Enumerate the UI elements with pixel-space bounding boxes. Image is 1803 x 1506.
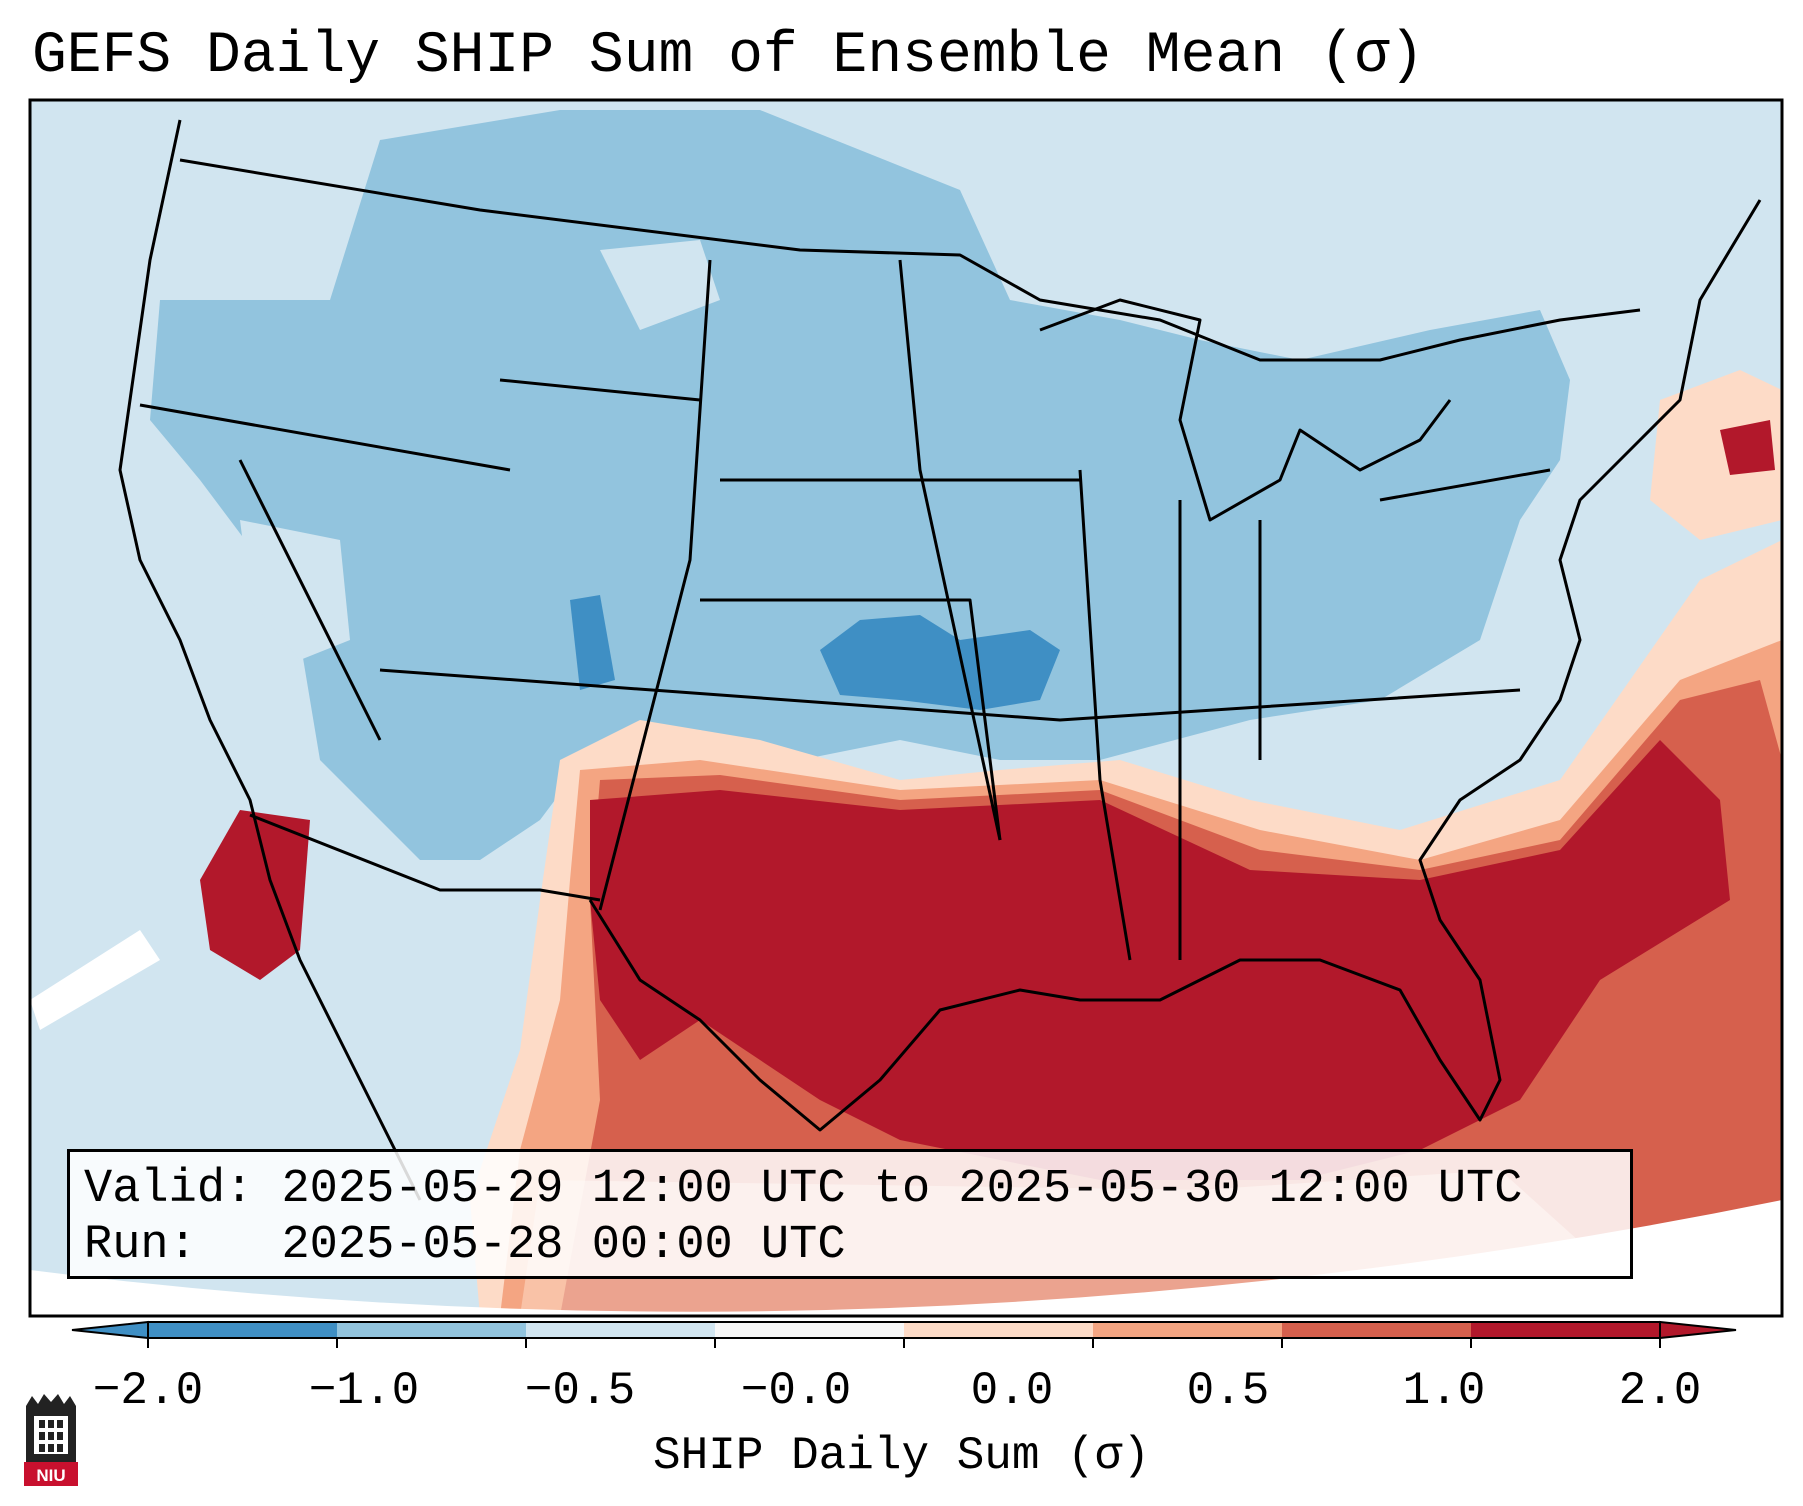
colorbar-segment	[715, 1322, 905, 1338]
projection-edge	[30, 1200, 1782, 1316]
state-line-5	[1078, 469, 1132, 961]
run-line: Run: 2025-05-28 00:00 UTC	[84, 1218, 846, 1274]
strong-negative-patch-kansas	[820, 615, 1060, 710]
colorbar-tick-label: −0.5	[524, 1365, 636, 1417]
colorbar-segment	[1282, 1322, 1472, 1338]
colorbar-tick-label: 2.0	[1618, 1365, 1702, 1417]
colorbar-tick-label: 0.5	[1186, 1365, 1270, 1417]
colorbar-segment	[1471, 1322, 1661, 1338]
chart-title: GEFS Daily SHIP Sum of Ensemble Mean (σ)	[32, 24, 1425, 89]
colorbar-segment	[904, 1322, 1094, 1338]
colorbar-tick-label: 0.0	[970, 1365, 1054, 1417]
state-line-2	[379, 668, 1521, 722]
map-frame	[28, 98, 1784, 1318]
colorbar-segment	[337, 1322, 527, 1338]
light-patch-montana	[600, 240, 720, 330]
positive-patch-northeast	[1650, 370, 1782, 540]
valid-value: 2025-05-29 12:00 UTC to 2025-05-30 12:00…	[281, 1163, 1523, 1216]
colorbar-segment	[526, 1322, 716, 1338]
state-line-7	[700, 598, 1002, 841]
state-line-11	[499, 378, 701, 402]
colorbar-tick-label: 1.0	[1402, 1365, 1486, 1417]
colorbar-segment	[148, 1322, 338, 1338]
niu-logo-text: NIU	[36, 1466, 65, 1485]
negative-anomaly-region	[150, 110, 1570, 860]
positive-patch-baja	[200, 810, 310, 980]
coastline-west	[118, 119, 422, 1201]
colorbar-extend-min	[71, 1320, 149, 1340]
positive-patch-atlantic	[1720, 420, 1775, 475]
colorbar-tick-label: −2.0	[92, 1365, 204, 1417]
valid-label: Valid:	[84, 1163, 254, 1216]
mexico-border	[249, 813, 601, 902]
state-line-4	[898, 259, 1002, 841]
colorbar-segment	[1093, 1322, 1283, 1338]
valid-info-box: Valid: 2025-05-29 12:00 UTC to 2025-05-3…	[67, 1149, 1633, 1279]
great-lakes	[1039, 298, 1452, 522]
colorbar-tick-label: −1.0	[308, 1365, 420, 1417]
white-patch-pacific	[30, 930, 160, 1030]
colorbar-tick-label: −0.0	[740, 1365, 852, 1417]
colorbar-extend-max	[1659, 1320, 1737, 1340]
state-line-3	[598, 259, 712, 911]
canada-border	[179, 158, 1641, 362]
valid-line: Valid: 2025-05-29 12:00 UTC to 2025-05-3…	[84, 1162, 1522, 1218]
state-line-1	[139, 403, 511, 472]
state-line-10	[1379, 468, 1551, 502]
run-label: Run:	[84, 1219, 197, 1272]
colorbar-label: SHIP Daily Sum (σ)	[653, 1430, 1150, 1482]
state-line-12	[238, 459, 382, 741]
niu-logo: NIU	[24, 1394, 78, 1486]
coastline-gulf-atlantic	[588, 199, 1762, 1132]
strong-negative-patch-colorado	[570, 595, 615, 690]
run-value: 2025-05-28 00:00 UTC	[281, 1219, 846, 1272]
